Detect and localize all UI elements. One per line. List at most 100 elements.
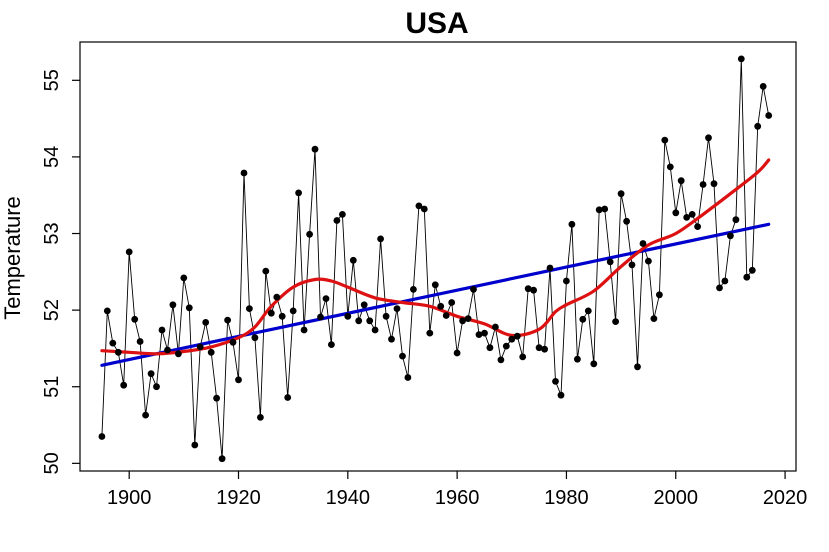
data-point [645,257,652,265]
data-point [442,312,450,319]
observed-line [101,58,770,459]
y-tick-label: 51 [41,376,63,398]
data-point [377,235,384,243]
data-point [639,240,647,247]
data-point [524,285,532,293]
data-point [289,307,297,315]
data-point [158,326,166,334]
data-point [557,391,565,399]
y-tick-label: 54 [41,146,63,168]
data-point [382,312,390,320]
data-point [732,216,740,224]
data-point [661,136,669,144]
y-tick-label: 52 [41,299,63,321]
data-point [530,286,537,294]
data-point [311,145,319,153]
data-point [257,414,264,421]
data-point [185,304,193,312]
data-point [492,323,499,331]
data-point [153,383,160,391]
y-axis-label: Temperature [0,196,25,320]
data-point [98,433,106,440]
data-point [207,348,215,356]
data-point [683,214,691,221]
data-point [131,315,139,323]
data-point [393,305,401,312]
data-point [754,122,762,130]
data-point [606,258,614,266]
data-point [579,315,587,323]
x-tick-label: 1940 [326,487,371,509]
data-point [328,341,335,348]
data-point [727,232,734,240]
data-point [541,345,548,353]
x-tick-label: 1920 [216,487,261,509]
data-point [262,267,270,275]
x-axis: 1900 1920 1940 1960 1980 2000 2020 [107,471,807,509]
data-point [399,352,406,360]
data-point [546,264,554,272]
data-point [371,326,379,334]
x-tick-label: 1900 [107,487,152,509]
data-point [114,348,122,356]
data-point [388,335,395,343]
data-point [563,277,570,285]
data-point [306,230,313,238]
data-point [634,363,641,371]
linear-trend-line [100,222,771,367]
data-point [721,277,729,285]
x-tick-label: 2000 [654,487,699,509]
data-point [568,220,576,228]
data-point [595,206,603,214]
data-point [349,256,357,264]
data-point [705,134,712,142]
data-point [333,217,341,224]
data-point [459,317,466,325]
data-point [120,381,128,389]
data-point [224,316,232,324]
data-point [300,326,308,334]
data-point [229,338,237,346]
data-point [497,356,505,364]
data-point [404,374,412,381]
x-tick-label: 1960 [435,487,480,509]
data-point [437,302,445,310]
data-point [513,332,521,340]
data-point [218,455,226,463]
data-point [278,312,286,320]
data-point [251,334,259,342]
y-axis: 50 51 52 53 54 55 [41,69,80,474]
data-point [142,411,150,419]
data-point [464,315,472,322]
data-point [628,261,636,269]
data-point [710,180,718,188]
data-point [666,163,674,171]
data-point [601,205,609,213]
y-tick-label: 50 [41,452,63,474]
data-point [672,209,680,217]
chart-title: USA [405,7,468,40]
data-point [737,55,745,63]
series-layer [98,55,773,463]
data-point [508,335,516,343]
data-point [677,177,685,185]
data-point [175,350,182,358]
data-point [453,349,461,357]
data-point [688,211,696,218]
data-point [235,376,242,384]
data-point [180,274,188,282]
data-point [136,338,144,345]
data-point [470,286,477,293]
data-point [765,112,773,119]
data-point [410,286,417,293]
data-point [213,394,221,402]
data-point [420,205,428,213]
data-point [355,317,363,325]
data-point [519,353,527,361]
data-point [617,190,625,198]
data-point [125,248,133,256]
data-point [317,313,324,321]
data-point [759,83,767,90]
data-point [360,301,368,309]
